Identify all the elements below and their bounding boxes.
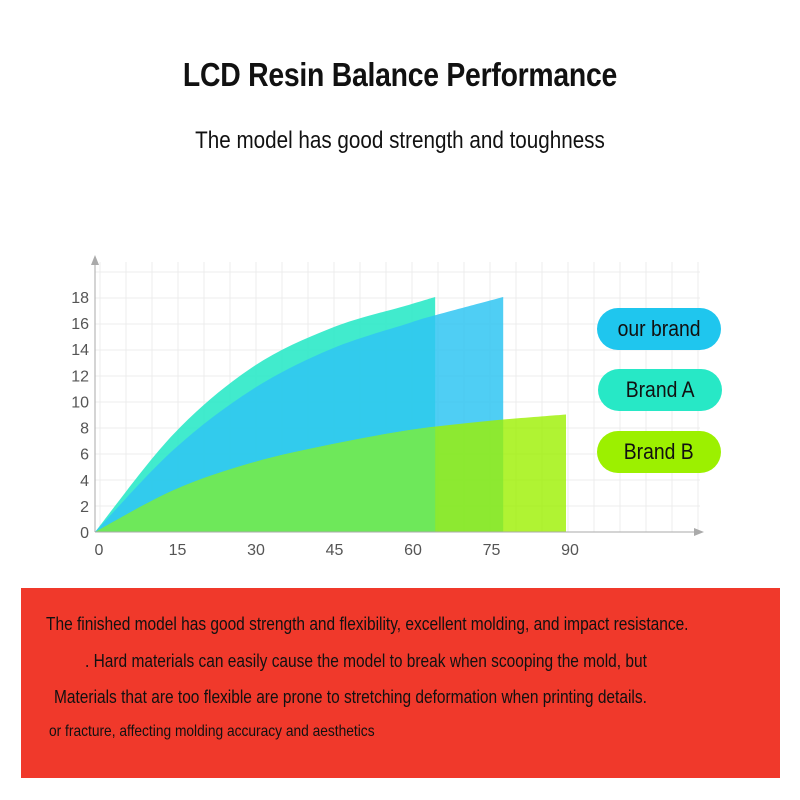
chart-axes	[91, 255, 704, 536]
page-title: LCD Resin Balance Performance	[182, 56, 618, 93]
y-tick-label: 18	[71, 290, 89, 307]
legend-our-brand: our brand	[597, 308, 721, 350]
x-axis-arrow	[694, 528, 704, 536]
y-tick-label: 16	[71, 316, 89, 333]
legend-brand-a-label: Brand A	[625, 377, 695, 402]
description-line-2: . Hard materials can easily cause the mo…	[85, 651, 647, 671]
x-tick-label: 30	[247, 542, 265, 559]
y-axis-arrow	[91, 255, 99, 265]
y-tick-label: 10	[71, 394, 89, 411]
y-tick-label: 4	[80, 473, 89, 490]
performance-chart: 0 2 4 6 8 10 12 14 16 18 0 15 30 45 60 75 90	[71, 255, 704, 559]
y-tick-label: 2	[80, 499, 89, 516]
x-tick-label: 0	[95, 542, 104, 559]
description-line-4: or fracture, affecting molding accuracy …	[49, 723, 375, 740]
x-tick-label: 75	[483, 542, 501, 559]
legend-brand-b: Brand B	[597, 431, 721, 473]
description-panel: The finished model has good strength and…	[21, 588, 780, 778]
y-tick-label: 6	[80, 447, 89, 464]
legend-brand-b-label: Brand B	[624, 439, 694, 464]
legend-brand-a: Brand A	[598, 369, 722, 411]
y-tick-label: 8	[80, 421, 89, 438]
y-tick-label: 12	[71, 368, 89, 385]
x-tick-label: 60	[404, 542, 422, 559]
y-tick-label: 0	[80, 525, 89, 542]
page-subtitle: The model has good strength and toughnes…	[195, 127, 605, 154]
description-line-3: Materials that are too flexible are pron…	[54, 687, 647, 707]
chart-areas	[95, 297, 566, 532]
x-tick-label: 15	[169, 542, 187, 559]
description-line-1: The finished model has good strength and…	[46, 614, 689, 634]
legend-our-brand-label: our brand	[617, 316, 701, 341]
series-area-4	[95, 427, 436, 532]
y-tick-label: 14	[71, 342, 89, 359]
chart-ticks: 0 2 4 6 8 10 12 14 16 18 0 15 30 45 60 75 90	[71, 290, 579, 559]
x-tick-label: 90	[561, 542, 579, 559]
x-tick-label: 45	[326, 542, 344, 559]
